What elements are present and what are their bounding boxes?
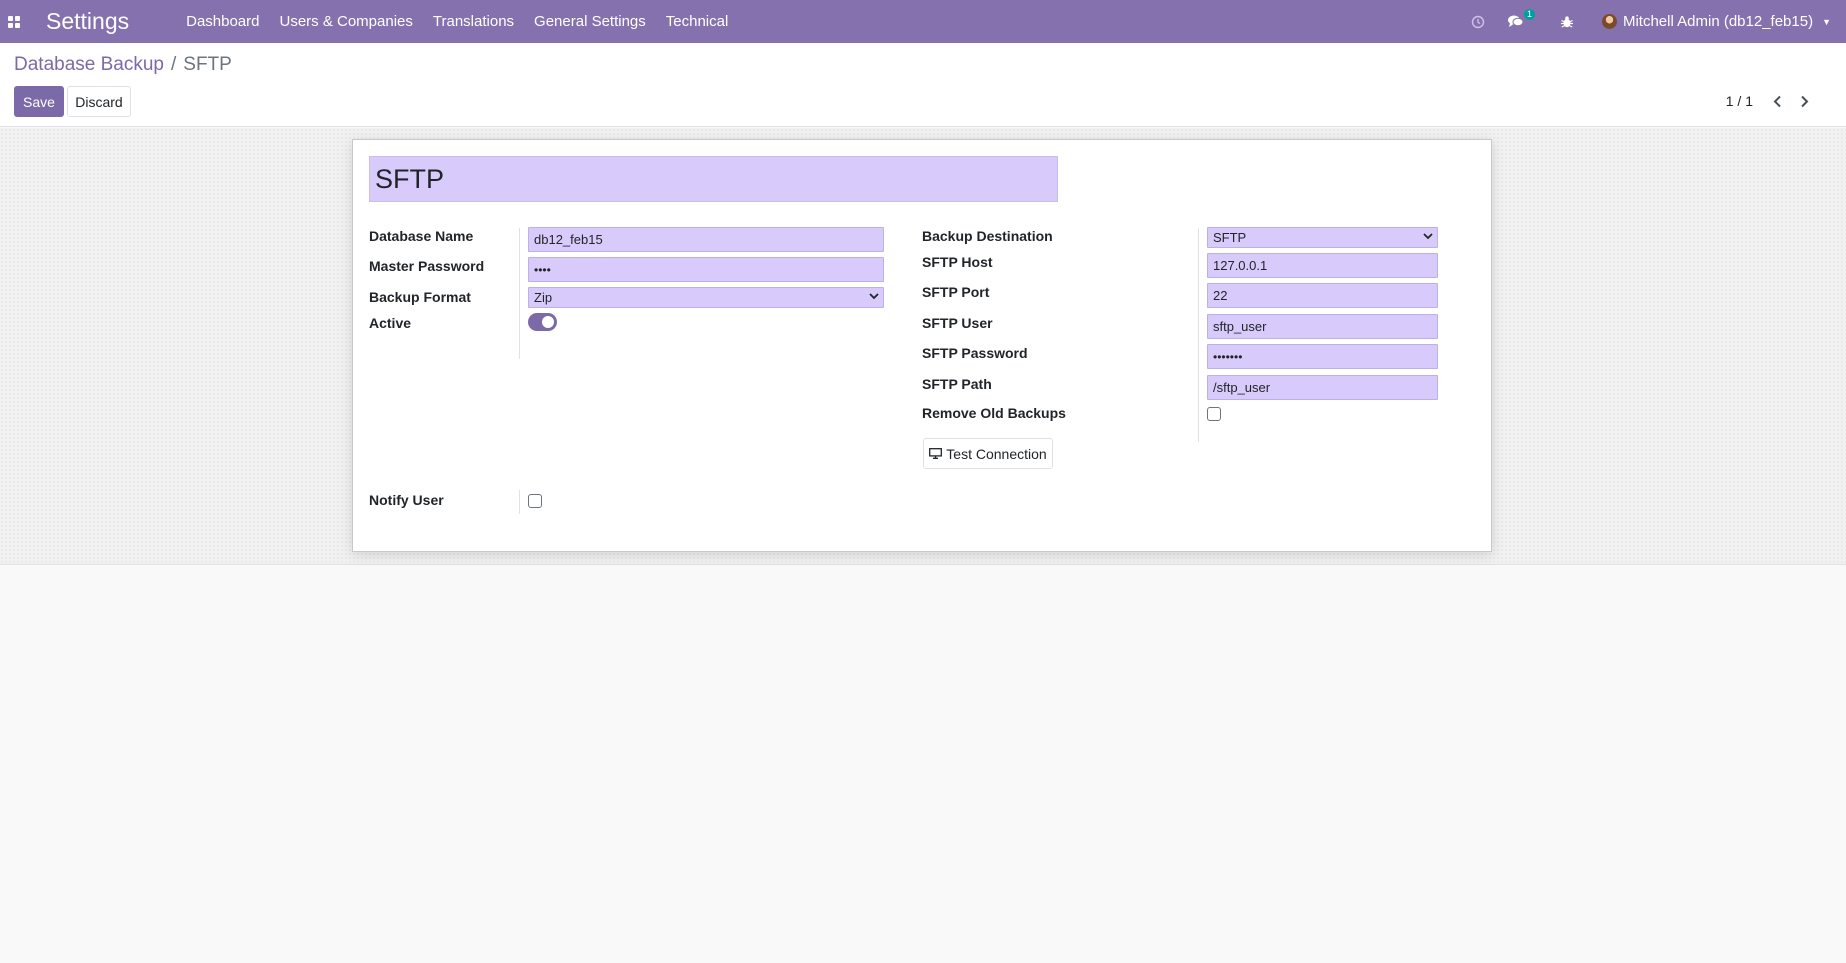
- left-group-divider: [519, 228, 520, 359]
- toggle-knob: [542, 316, 554, 328]
- backup-destination-select[interactable]: SFTP: [1207, 227, 1438, 248]
- breadcrumb-parent[interactable]: Database Backup: [14, 54, 164, 75]
- control-panel: Database Backup / SFTP Save Discard 1 / …: [0, 43, 1846, 127]
- bug-icon[interactable]: [1557, 12, 1577, 32]
- test-connection-button[interactable]: Test Connection: [923, 438, 1053, 469]
- remove-old-backups-label: Remove Old Backups: [922, 405, 1066, 421]
- backup-destination-value: SFTP: [1213, 230, 1247, 245]
- chevron-down-icon: [869, 292, 879, 303]
- caret-down-icon: ▼: [1822, 16, 1831, 27]
- top-navbar: Settings Dashboard Users & Companies Tra…: [0, 0, 1846, 43]
- database-name-label: Database Name: [369, 228, 474, 244]
- sftp-port-input[interactable]: 22: [1207, 283, 1438, 308]
- menu-dashboard[interactable]: Dashboard: [186, 13, 260, 30]
- user-menu[interactable]: Mitchell Admin (db12_feb15) ▼: [1601, 13, 1831, 30]
- chat-icon[interactable]: 1: [1506, 8, 1535, 32]
- save-button[interactable]: Save: [14, 86, 64, 117]
- sftp-host-input[interactable]: 127.0.0.1: [1207, 253, 1438, 278]
- backup-format-value: Zip: [534, 290, 553, 305]
- menu-technical[interactable]: Technical: [665, 13, 729, 30]
- test-connection-label: Test Connection: [946, 445, 1047, 462]
- backup-destination-label: Backup Destination: [922, 228, 1053, 244]
- sftp-port-label: SFTP Port: [922, 284, 990, 300]
- chevron-down-icon: [1423, 232, 1433, 243]
- app-title[interactable]: Settings: [46, 8, 130, 34]
- master-password-label: Master Password: [369, 258, 485, 274]
- user-name: Mitchell Admin (db12_feb15): [1622, 13, 1814, 30]
- breadcrumb-separator: /: [171, 54, 177, 75]
- form-sheet: SFTP Database Name db12_feb15 Master Pas…: [352, 139, 1492, 552]
- sftp-password-label: SFTP Password: [922, 345, 1028, 361]
- menu-general-settings[interactable]: General Settings: [534, 13, 646, 30]
- right-group-divider: [1198, 228, 1199, 442]
- notify-user-checkbox[interactable]: [528, 494, 542, 508]
- backup-format-label: Backup Format: [369, 289, 471, 305]
- sftp-user-label: SFTP User: [922, 315, 993, 331]
- master-password-input[interactable]: ••••: [528, 257, 884, 282]
- sftp-path-label: SFTP Path: [922, 376, 992, 392]
- notify-user-label: Notify User: [369, 492, 444, 508]
- active-toggle[interactable]: [528, 313, 557, 331]
- notify-divider: [519, 490, 520, 514]
- chat-badge: 1: [1523, 8, 1535, 20]
- sftp-path-input[interactable]: /sftp_user: [1207, 375, 1438, 400]
- navbar-systray: 1 Mitchell Admin (db12_feb15) ▼: [1468, 0, 1846, 43]
- sftp-user-input[interactable]: sftp_user: [1207, 314, 1438, 339]
- active-label: Active: [369, 315, 412, 331]
- pager-value[interactable]: 1 / 1: [1725, 93, 1753, 109]
- sftp-host-label: SFTP Host: [922, 254, 993, 270]
- avatar: [1601, 14, 1617, 29]
- sftp-password-input[interactable]: •••••••: [1207, 344, 1438, 369]
- monitor-icon: [929, 448, 943, 459]
- menu-translations[interactable]: Translations: [432, 13, 515, 30]
- discard-button[interactable]: Discard: [67, 86, 131, 117]
- database-name-input[interactable]: db12_feb15: [528, 227, 884, 252]
- clock-icon[interactable]: [1468, 12, 1488, 32]
- backup-format-select[interactable]: Zip: [528, 287, 884, 308]
- apps-grid-icon[interactable]: [8, 15, 21, 28]
- breadcrumb-current: SFTP: [183, 54, 232, 75]
- chevron-right-icon[interactable]: [1797, 92, 1811, 110]
- chevron-left-icon[interactable]: [1770, 92, 1784, 110]
- remove-old-backups-checkbox[interactable]: [1207, 407, 1221, 421]
- menu-users-companies[interactable]: Users & Companies: [279, 13, 413, 30]
- breadcrumb: Database Backup / SFTP: [14, 54, 232, 76]
- record-name-input[interactable]: SFTP: [369, 156, 1058, 202]
- pager: 1 / 1: [1726, 92, 1811, 110]
